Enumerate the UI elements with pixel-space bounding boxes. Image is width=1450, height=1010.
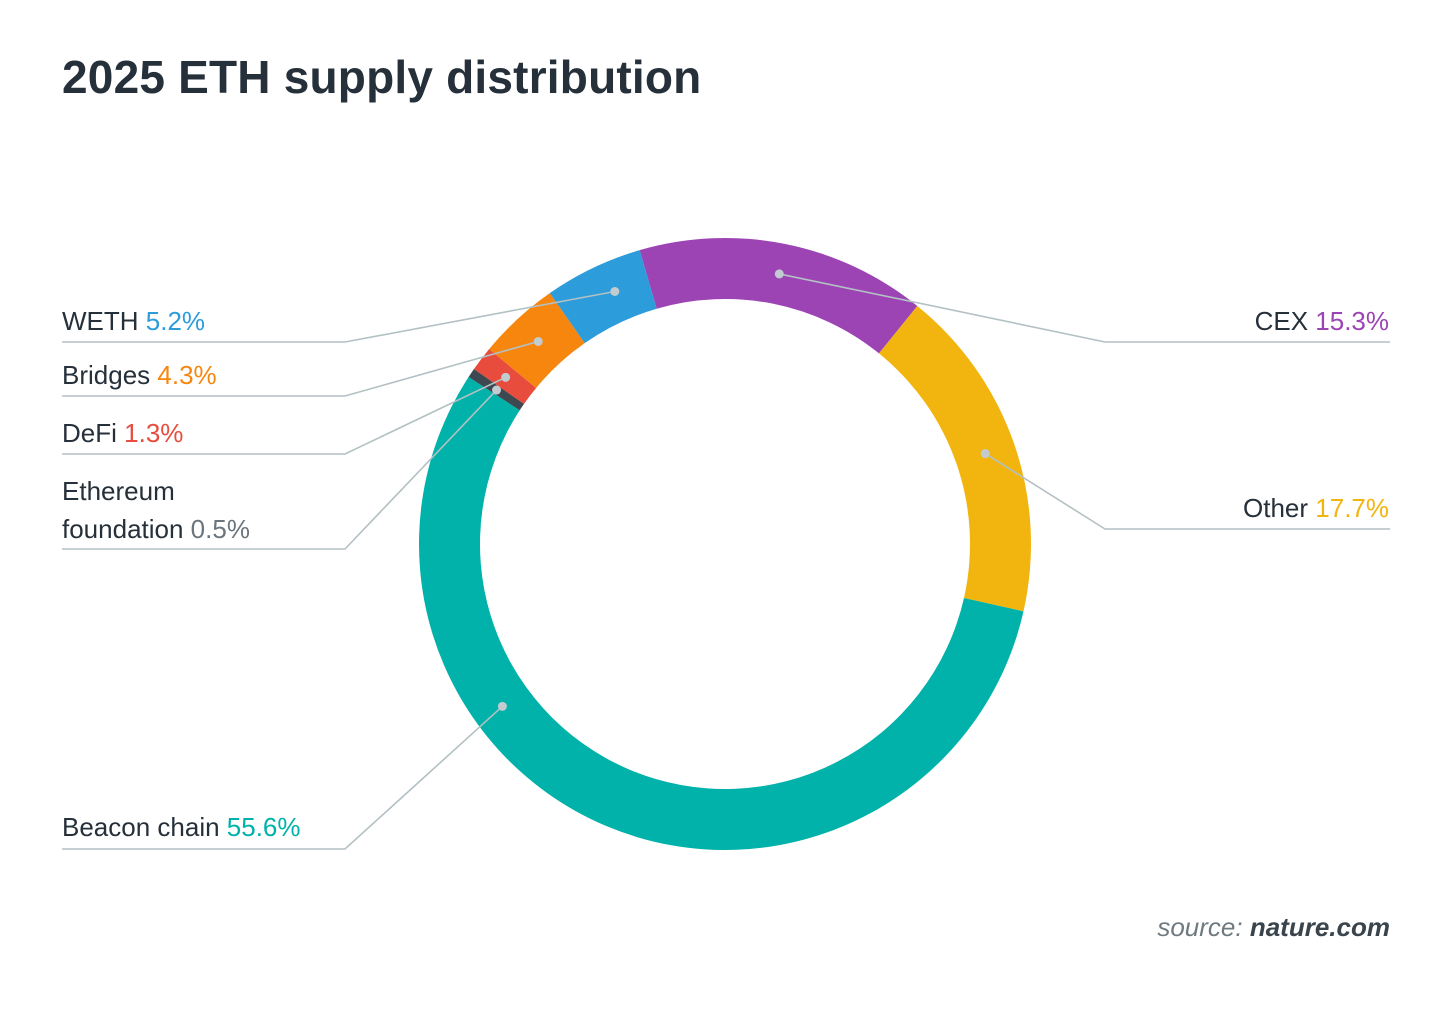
leader-dot-bridges [533,336,543,346]
leader-dot-beacon-chain [497,701,507,711]
donut-slices [419,238,1031,850]
label-name: WETH [62,306,139,336]
leader-line-cex [779,273,1390,343]
label-other: Other 17.7% [1243,493,1389,523]
label-value: 4.3% [150,360,217,390]
chart-title: 2025 ETH supply distribution [62,51,702,103]
label-beacon-chain: Beacon chain 55.6% [62,812,301,842]
label-value: 5.2% [139,306,206,336]
source-credit: source: nature.com [1157,912,1390,943]
leader-line-ethereum-foundation [62,389,498,550]
leader-dot-ethereum-foundation [492,385,502,395]
label-value: 0.5% [183,514,250,544]
slice-cex [639,238,918,354]
leader-line-beacon-chain [62,705,503,850]
label-ethereum-foundation-line-2: foundation 0.5% [62,514,250,544]
label-value: 15.3% [1308,306,1389,336]
leader-dot-cex [774,269,784,279]
leader-dot-weth [610,286,620,296]
slice-other [878,305,1031,612]
label-name: foundation [62,514,183,544]
slice-weth [549,250,657,344]
label-value: 17.7% [1308,493,1389,523]
label-cex: CEX 15.3% [1255,306,1389,336]
label-bridges: Bridges 4.3% [62,360,217,390]
slice-labels: CEX 15.3% Other 17.7% Beacon chain 55.6% Et… [62,306,1389,842]
leader-line-weth [62,290,615,343]
label-name: CEX [1255,306,1308,336]
leader-dot-other [980,449,990,459]
label-value: 55.6% [220,812,301,842]
slice-beacon-chain [419,376,1024,850]
label-ethereum-foundation-line-1: Ethereum [62,476,175,506]
source-prefix: source: [1157,912,1243,942]
label-defi: DeFi 1.3% [62,418,183,448]
label-name: Ethereum [62,476,175,506]
label-value: 1.3% [117,418,184,448]
leader-line-bridges [62,340,539,397]
label-name: Other [1243,493,1308,523]
label-name: DeFi [62,418,117,448]
leader-line-defi [62,376,506,455]
label-weth: WETH 5.2% [62,306,205,336]
leader-line-other [984,452,1390,530]
label-name: Bridges [62,360,150,390]
leader-lines [62,269,1390,850]
leader-dot-defi [501,372,511,382]
source-name: nature.com [1249,912,1390,942]
label-name: Beacon chain [62,812,220,842]
